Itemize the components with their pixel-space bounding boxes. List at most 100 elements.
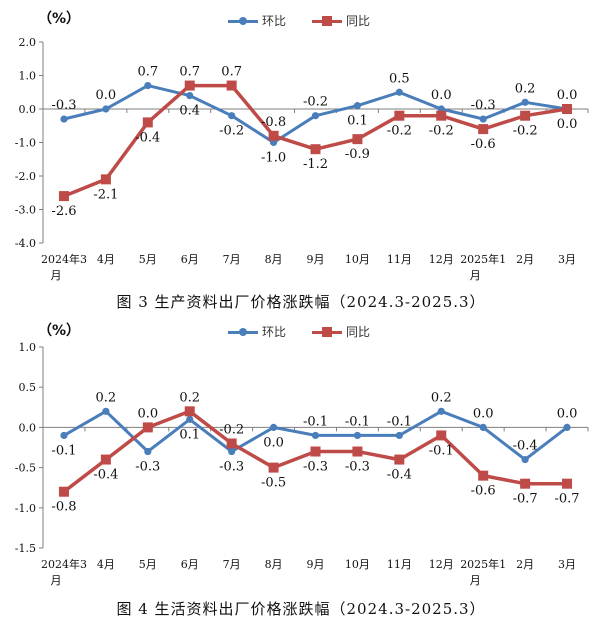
legend-label-tb: 同比 (346, 325, 371, 339)
data-point-tb (268, 130, 279, 141)
data-point-hb (353, 431, 362, 440)
data-point-hb (353, 102, 362, 110)
x-tick-label: 2月 (516, 558, 534, 571)
data-label-tb: -0.1 (429, 443, 454, 458)
data-point-tb (226, 438, 237, 449)
legend-swatch-hb (228, 327, 258, 337)
data-point-hb (102, 105, 110, 113)
data-point-hb (521, 98, 529, 106)
data-label-hb: 0.1 (179, 427, 200, 442)
data-label-tb: -0.4 (93, 468, 118, 483)
x-tick-label: 2025年1 (460, 557, 506, 571)
data-point-hb (102, 407, 110, 415)
chart-caption: 图 3 生产资料出厂价格涨跌幅（2024.3-2025.3） (116, 293, 486, 311)
data-label-hb: 0.7 (137, 65, 158, 80)
data-label-hb: -0.3 (51, 98, 76, 113)
x-tick-label: 7月 (223, 558, 241, 571)
data-point-tb (478, 124, 489, 135)
data-point-hb (311, 112, 320, 120)
data-label-tb: 0.0 (137, 406, 158, 421)
data-point-tb (142, 422, 153, 433)
x-tick-label: 2月 (516, 253, 534, 266)
data-label-hb: -0.2 (219, 124, 244, 139)
x-tick-label-wrap: 月 (470, 574, 481, 587)
x-tick-label: 10月 (345, 558, 370, 571)
data-point-tb (226, 80, 237, 91)
data-label-hb: 0.2 (431, 390, 452, 405)
data-label-tb: -0.8 (261, 115, 286, 130)
y-tick-label: 1.0 (19, 70, 37, 83)
data-label-tb: -1.2 (303, 157, 328, 172)
data-point-hb (228, 112, 236, 120)
data-label-tb: 0.2 (179, 390, 200, 405)
data-point-tb (394, 110, 405, 121)
legend-label-hb: 环比 (262, 325, 287, 339)
data-point-hb (437, 407, 445, 415)
data-label-hb: -0.1 (303, 414, 328, 429)
chart-legend: 环比 同比 (228, 12, 396, 29)
data-label-tb: -0.9 (345, 147, 370, 162)
x-tick-label-wrap: 月 (470, 269, 481, 282)
x-tick-label: 5月 (139, 253, 157, 266)
data-point-tb (520, 478, 531, 489)
x-tick-label: 10月 (345, 253, 370, 266)
x-tick-label: 2025年1 (460, 252, 506, 266)
x-tick-label: 9月 (307, 558, 325, 571)
data-label-hb: -0.1 (51, 443, 76, 458)
data-point-tb (268, 462, 279, 473)
y-tick-label: 0.5 (19, 381, 37, 394)
data-point-hb (479, 115, 487, 123)
data-point-tb (436, 110, 447, 121)
y-tick-label: 0.0 (19, 103, 37, 116)
chart-legend: 环比 同比 (228, 323, 396, 340)
data-label-hb: 0.4 (179, 104, 200, 119)
data-label-tb: -0.3 (345, 460, 370, 475)
x-tick-label: 4月 (97, 253, 115, 266)
legend-item-tb: 同比 (312, 323, 370, 340)
x-tick-label: 12月 (429, 253, 454, 266)
data-label-hb: 0.2 (515, 81, 536, 96)
data-label-tb: -0.2 (513, 124, 538, 139)
data-label-hb: -0.3 (471, 98, 496, 113)
data-label-tb: -0.6 (471, 484, 496, 499)
data-label-tb: -0.6 (471, 137, 496, 152)
y-tick-label: -1.0 (15, 502, 36, 515)
data-point-tb (142, 117, 153, 128)
data-label-tb: -0.3 (303, 460, 328, 475)
data-point-tb (310, 144, 321, 155)
line-chart-svg: -4.0 -3.0 -2.0 -1.0 0.0 1.0 2.0 2024年3 月 4月 5月 6月 7月… (15, 36, 589, 282)
data-point-tb (310, 446, 321, 457)
data-point-tb (436, 430, 447, 441)
chart-consumer-goods: （%） 环比 同比 -1.5 -1.0 -0.5 0.0 0.5 1.0 2024年3 月 4月… (0, 318, 602, 636)
y-tick-label: -4.0 (15, 237, 36, 250)
data-label-hb: -0.4 (513, 439, 538, 454)
data-label-tb: -0.2 (219, 422, 244, 437)
data-label-hb: 0.2 (96, 390, 117, 405)
legend-item-hb: 环比 (228, 323, 286, 340)
data-point-tb (478, 470, 489, 481)
legend-item-hb: 环比 (228, 12, 286, 29)
chart-caption: 图 4 生活资料出厂价格涨跌幅（2024.3-2025.3） (116, 600, 486, 618)
x-tick-label: 11月 (387, 253, 412, 266)
data-point-tb (100, 454, 111, 465)
data-point-hb (395, 431, 403, 440)
data-label-hb: 0.0 (473, 406, 494, 421)
data-point-tb (562, 478, 573, 489)
data-point-hb (311, 431, 320, 440)
data-point-hb (521, 455, 529, 464)
x-tick-label: 2024年3 (41, 557, 87, 571)
y-tick-label: -2.0 (15, 170, 36, 183)
x-tick-label: 3月 (558, 558, 576, 571)
data-label-hb: 0.0 (557, 88, 578, 103)
data-point-tb (100, 174, 111, 185)
data-label-hb: -1.0 (261, 151, 286, 166)
data-point-tb (352, 446, 363, 457)
x-tick-label: 5月 (139, 558, 157, 571)
y-unit-label: （%） (38, 11, 81, 27)
data-label-hb: -0.1 (345, 414, 370, 429)
x-tick-label: 12月 (429, 558, 454, 571)
x-tick-label-wrap: 月 (50, 574, 61, 587)
data-point-hb (144, 447, 152, 456)
data-label-tb: -0.7 (554, 492, 579, 507)
data-point-hb (479, 423, 487, 431)
